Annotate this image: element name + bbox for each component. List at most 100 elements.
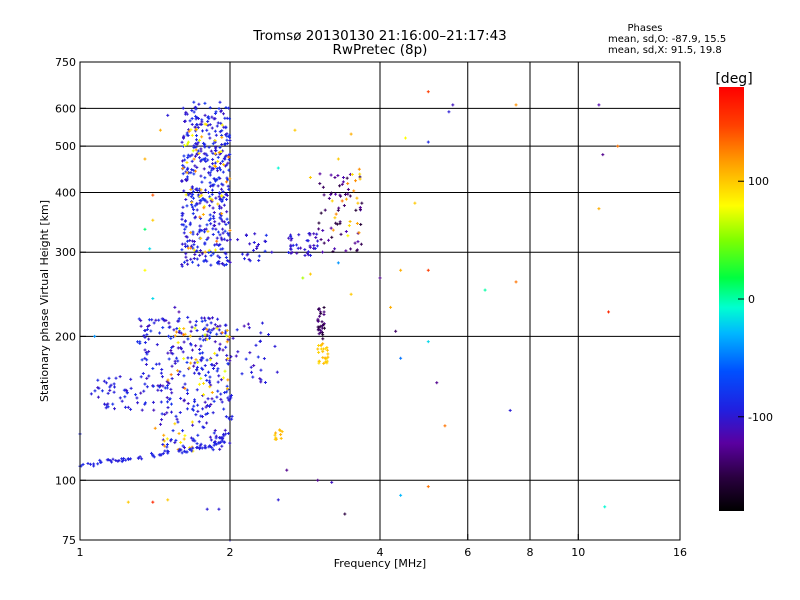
data-point <box>259 339 263 343</box>
data-point <box>175 327 179 331</box>
data-point <box>218 346 222 350</box>
data-point <box>92 464 96 468</box>
data-point <box>225 358 229 362</box>
data-point <box>252 241 256 245</box>
data-point <box>326 355 330 359</box>
data-point <box>248 351 252 355</box>
data-point <box>157 362 161 366</box>
data-point <box>212 441 216 445</box>
data-point <box>249 365 253 369</box>
data-point <box>134 393 138 397</box>
data-point <box>199 217 203 221</box>
data-point <box>123 395 127 399</box>
data-point <box>208 317 212 321</box>
data-point <box>248 259 252 263</box>
data-point <box>145 385 149 389</box>
data-point <box>192 364 196 368</box>
data-point <box>142 389 146 393</box>
plot-area: 1 2 4 6 8 10 16 75 100 200 300 400 500 600 750 <box>55 56 687 559</box>
data-point <box>211 448 215 452</box>
data-point <box>219 214 223 218</box>
y-axis-label: Stationary phase Virtual Height [km] <box>38 200 51 402</box>
data-point <box>228 177 232 181</box>
data-point <box>125 391 129 395</box>
data-point <box>219 397 223 401</box>
data-point <box>159 389 163 393</box>
data-point <box>205 378 209 382</box>
data-point <box>124 458 128 462</box>
data-point <box>185 112 189 116</box>
data-point <box>329 191 333 195</box>
data-point <box>242 257 246 261</box>
data-point <box>201 129 205 133</box>
data-point <box>194 319 198 323</box>
data-point <box>186 133 190 137</box>
data-point <box>227 416 231 420</box>
data-point <box>337 206 341 210</box>
data-point <box>204 152 208 156</box>
data-point <box>182 260 186 264</box>
data-point <box>319 312 323 316</box>
data-point <box>93 389 97 393</box>
data-point <box>222 220 226 224</box>
data-point <box>352 189 356 193</box>
data-point <box>120 457 124 461</box>
data-point <box>208 444 212 448</box>
data-point <box>327 238 331 242</box>
data-point <box>188 334 192 338</box>
data-point <box>221 227 225 231</box>
data-point <box>216 202 220 206</box>
data-point <box>221 170 225 174</box>
data-point <box>190 168 194 172</box>
data-point <box>160 412 164 416</box>
data-point <box>198 347 202 351</box>
data-point <box>180 214 184 218</box>
data-point <box>165 449 169 453</box>
data-point <box>339 194 343 198</box>
data-point <box>184 170 188 174</box>
data-point <box>325 348 329 352</box>
data-point <box>191 239 195 243</box>
data-point <box>224 106 228 110</box>
data-point <box>169 349 173 353</box>
data-point <box>191 190 195 194</box>
data-point <box>169 336 173 340</box>
data-point <box>341 176 345 180</box>
data-point <box>149 329 153 333</box>
data-point <box>226 387 230 391</box>
data-point <box>180 217 184 221</box>
data-point <box>201 334 205 338</box>
data-point <box>193 398 197 402</box>
data-point <box>86 461 90 465</box>
data-point <box>199 199 203 203</box>
data-point <box>329 193 333 197</box>
data-point <box>175 330 179 334</box>
data-point <box>179 346 183 350</box>
data-point <box>192 110 196 114</box>
data-point <box>514 103 518 107</box>
data-point <box>280 430 284 434</box>
data-point <box>143 227 147 231</box>
data-point <box>224 415 228 419</box>
data-point <box>394 329 398 333</box>
data-point <box>106 405 110 409</box>
x-tick-label: 8 <box>527 546 534 559</box>
data-point <box>213 148 217 152</box>
data-point <box>203 230 207 234</box>
data-point <box>143 335 147 339</box>
data-point <box>234 354 238 358</box>
data-point <box>195 138 199 142</box>
data-point <box>224 222 228 226</box>
data-point <box>199 158 203 162</box>
data-point <box>166 400 170 404</box>
data-point <box>308 232 312 236</box>
data-point <box>195 187 199 191</box>
data-point <box>216 169 220 173</box>
data-point <box>220 444 224 448</box>
data-point <box>194 413 198 417</box>
data-point <box>170 346 174 350</box>
data-point <box>225 384 229 388</box>
data-point <box>198 351 202 355</box>
data-point <box>194 358 198 362</box>
